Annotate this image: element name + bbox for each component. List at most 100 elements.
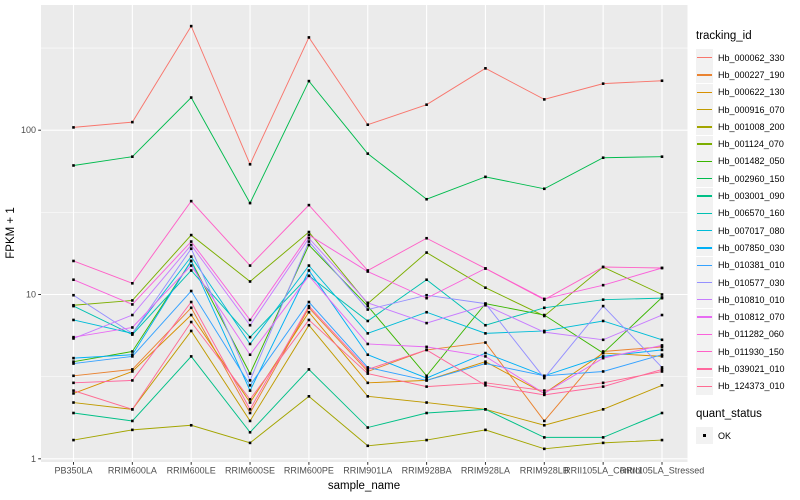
legend-key-swatch — [696, 118, 713, 136]
data-point — [72, 335, 75, 339]
legend-item-label: Hb_003001_090 — [718, 191, 785, 202]
legend-key-swatch — [696, 170, 713, 188]
data-point — [307, 300, 311, 304]
data-point — [189, 247, 193, 251]
legend-key-swatch — [696, 256, 713, 274]
legend-item-Hb_007017_080: Hb_007017_080 — [696, 222, 800, 240]
data-point — [543, 423, 546, 427]
data-point — [543, 313, 546, 317]
data-point — [189, 240, 193, 243]
data-point — [189, 243, 193, 247]
data-point — [543, 436, 546, 439]
data-point — [366, 123, 370, 127]
data-point — [131, 368, 134, 371]
data-point — [248, 201, 252, 205]
data-point — [366, 381, 370, 385]
data-point — [543, 393, 546, 397]
data-point — [425, 321, 428, 325]
data-point — [660, 411, 664, 415]
legend-key-swatch — [696, 274, 713, 291]
data-point — [131, 353, 134, 357]
data-point — [307, 395, 311, 398]
data-point — [366, 269, 370, 272]
data-point — [72, 362, 75, 365]
legend-item-label: Hb_010812_070 — [718, 312, 785, 323]
y-tick-label: 1 — [31, 454, 36, 464]
legend-item-Hb_010381_010: Hb_010381_010 — [696, 256, 800, 274]
data-point — [248, 411, 252, 415]
legend-item-label: Hb_000062_330 — [718, 52, 785, 63]
data-point — [189, 355, 193, 358]
data-point — [601, 441, 605, 445]
data-point — [660, 348, 664, 352]
plot-panel — [41, 5, 688, 462]
data-point — [601, 381, 605, 385]
data-point — [189, 313, 193, 317]
data-point — [484, 267, 487, 270]
data-point — [307, 233, 311, 237]
legend-item-label: Hb_002960_150 — [718, 173, 785, 184]
legend-item-Hb_001008_200: Hb_001008_200 — [696, 118, 800, 136]
data-point — [72, 438, 75, 442]
data-point — [601, 82, 605, 85]
legend-key-line — [697, 195, 712, 197]
legend-item-Hb_010577_030: Hb_010577_030 — [696, 274, 800, 291]
data-point — [189, 259, 193, 263]
legend-key-swatch — [696, 325, 713, 343]
data-point — [72, 356, 75, 360]
data-point — [248, 389, 252, 392]
data-point — [72, 259, 75, 263]
data-point — [131, 313, 134, 317]
data-point — [425, 310, 428, 314]
data-point — [366, 368, 370, 371]
data-point — [601, 408, 605, 411]
data-point — [307, 236, 311, 240]
legend-key-swatch — [696, 377, 713, 395]
data-point — [484, 381, 487, 385]
data-point — [484, 362, 487, 365]
legend-items: Hb_000062_330 Hb_000227_190 Hb_000622_130 H… — [696, 49, 800, 395]
data-point — [484, 384, 487, 387]
legend-item-label: Hb_011930_150 — [718, 346, 784, 357]
data-point — [425, 385, 428, 388]
data-point — [248, 441, 252, 445]
legend-item-label: Hb_007850_030 — [718, 242, 785, 253]
legend-key-line — [697, 368, 712, 370]
x-tick-label: RRIM600LE — [167, 466, 216, 476]
data-point — [248, 401, 252, 404]
data-point — [425, 348, 428, 352]
data-point — [189, 269, 193, 272]
x-tick-label: RRIM901LA — [343, 466, 392, 476]
data-point — [425, 197, 428, 201]
data-point — [366, 426, 370, 429]
data-point — [131, 303, 134, 306]
data-point — [425, 374, 428, 378]
data-point — [307, 274, 311, 278]
data-point — [660, 313, 664, 317]
legend-item-Hb_001124_070: Hb_001124_070 — [696, 135, 800, 153]
legend-key-swatch — [696, 239, 713, 257]
chart-content: 1 10 100 PB350LA RRIM600LA RRIM600LE RRIM600SE… — [21, 5, 704, 476]
data-point — [307, 304, 311, 308]
legend-item-label: Hb_006570_160 — [718, 208, 785, 219]
data-point — [425, 401, 428, 404]
data-point — [660, 370, 664, 373]
data-point — [131, 370, 134, 373]
data-point — [72, 392, 75, 395]
y-tick-label: 100 — [21, 125, 36, 135]
data-point — [307, 243, 311, 247]
data-point — [660, 438, 664, 442]
data-point — [248, 398, 252, 401]
data-point — [248, 353, 252, 357]
data-point — [131, 408, 134, 411]
data-point — [425, 251, 428, 254]
data-point — [543, 306, 546, 310]
data-point — [601, 385, 605, 388]
legend-item-Hb_003001_090: Hb_003001_090 — [696, 187, 800, 205]
data-point — [425, 278, 428, 282]
data-point — [366, 395, 370, 398]
data-point — [131, 419, 134, 423]
x-tick-label: RRII105LA_Control — [564, 466, 642, 476]
data-point — [484, 286, 487, 289]
